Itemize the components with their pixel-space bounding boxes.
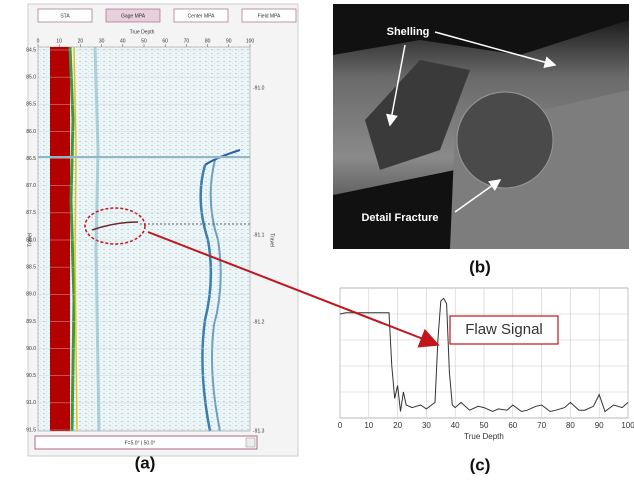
x-tick-label: 0: [338, 421, 343, 430]
x-tick-label: 10: [364, 421, 373, 430]
left-tick-label: 90.0: [26, 346, 36, 352]
axis-label: Travel: [269, 233, 275, 247]
left-tick-label: 91.0: [26, 400, 36, 406]
right-tick-label: -91.0: [253, 85, 265, 91]
fracture-disk: [457, 92, 553, 188]
right-tick-label: -91.3: [253, 428, 265, 434]
left-tick-label: 85.0: [26, 74, 36, 80]
left-tick-label: 87.0: [26, 183, 36, 189]
x-tick-label: 40: [451, 421, 460, 430]
x-tick-label: 100: [621, 421, 634, 430]
top-tick-label: 90: [226, 38, 232, 44]
photo-label: Shelling: [387, 26, 430, 38]
top-tick-label: 60: [162, 38, 168, 44]
left-tick-label: 86.5: [26, 156, 36, 162]
dropdown-text: F=5.0° | 50.0°: [125, 440, 156, 446]
top-tick-label: 40: [120, 38, 126, 44]
top-tick-label: 80: [205, 38, 211, 44]
figure: STA Gage MPA Center MPA Field MPA True Dept…: [0, 0, 634, 482]
tab-label: STA: [60, 13, 70, 19]
panel-c: 0 10 20 30 40 50 60 70 80 90 100 True Depth: [338, 288, 634, 441]
left-tick-label: 88.5: [26, 264, 36, 270]
tab-label: Center MPA: [188, 13, 216, 19]
caption: (a): [135, 453, 156, 472]
left-tick-label: 89.0: [26, 292, 36, 298]
left-tick-label: 87.5: [26, 210, 36, 216]
x-tick-label: 60: [508, 421, 517, 430]
dropdown-button[interactable]: [246, 438, 255, 447]
top-tick-label: 20: [78, 38, 84, 44]
left-tick-label: 86.0: [26, 129, 36, 135]
left-tick-label: 91.5: [26, 427, 36, 433]
top-tick-label: 30: [99, 38, 105, 44]
tab-label: Gage MPA: [121, 13, 146, 19]
top-tick-label: 50: [141, 38, 147, 44]
left-tick-label: 89.5: [26, 319, 36, 325]
heatmap-band: [50, 47, 70, 431]
left-tick-label: 84.5: [26, 47, 36, 53]
photo-label: Detail Fracture: [361, 212, 438, 224]
x-tick-label: 90: [595, 421, 604, 430]
x-tick-label: 70: [537, 421, 546, 430]
axis-label: Travel: [27, 233, 33, 247]
x-tick-label: 20: [393, 421, 402, 430]
top-tick-label: 10: [56, 38, 62, 44]
caption: (b): [469, 257, 491, 276]
panel-b: Shelling Detail Fracture (b): [333, 4, 629, 276]
right-tick-label: -91.1: [253, 232, 265, 238]
top-tick-label: 70: [184, 38, 190, 44]
top-tick-label: 100: [246, 38, 255, 44]
x-tick-label: 80: [566, 421, 575, 430]
x-tick-label: 30: [422, 421, 431, 430]
right-tick-label: -91.2: [253, 319, 265, 325]
left-tick-label: 90.5: [26, 373, 36, 379]
top-tick-label: 0: [37, 38, 40, 44]
caption: (c): [470, 455, 491, 474]
x-axis-label: True Depth: [464, 432, 504, 441]
tab-label: Field MPA: [258, 13, 281, 19]
annotation: Flaw Signal: [465, 321, 543, 338]
x-tick-label: 50: [480, 421, 489, 430]
left-tick-label: 85.5: [26, 102, 36, 108]
axis-label: True Depth: [130, 29, 155, 35]
